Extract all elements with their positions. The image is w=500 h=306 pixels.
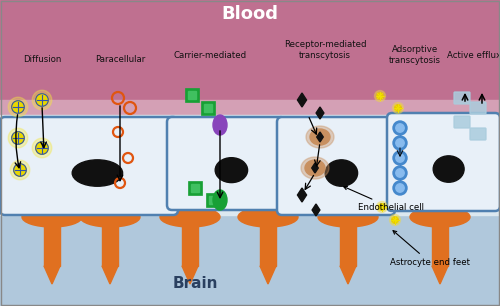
- Text: Paracellular: Paracellular: [95, 55, 145, 65]
- Polygon shape: [317, 132, 323, 142]
- Bar: [44, 221, 60, 266]
- Ellipse shape: [22, 207, 82, 227]
- Ellipse shape: [213, 115, 227, 135]
- Ellipse shape: [238, 207, 298, 227]
- FancyBboxPatch shape: [470, 102, 486, 114]
- FancyBboxPatch shape: [167, 117, 285, 210]
- Circle shape: [396, 169, 404, 177]
- Ellipse shape: [32, 138, 52, 158]
- Bar: [102, 221, 118, 266]
- FancyBboxPatch shape: [0, 117, 178, 215]
- FancyBboxPatch shape: [277, 117, 395, 215]
- Bar: [432, 221, 448, 266]
- Ellipse shape: [318, 207, 378, 227]
- Ellipse shape: [213, 190, 227, 210]
- Polygon shape: [312, 163, 318, 173]
- Circle shape: [393, 181, 407, 195]
- Bar: [0, 210, 500, 306]
- FancyBboxPatch shape: [470, 128, 486, 140]
- Text: Blood: Blood: [222, 5, 278, 23]
- Ellipse shape: [8, 97, 28, 117]
- Polygon shape: [44, 266, 60, 284]
- Polygon shape: [316, 107, 324, 119]
- Text: Endothelial cell: Endothelial cell: [344, 186, 424, 212]
- Ellipse shape: [72, 160, 122, 186]
- Ellipse shape: [392, 103, 404, 114]
- Bar: [0, 100, 500, 155]
- Ellipse shape: [310, 129, 330, 145]
- Text: Diffusion: Diffusion: [23, 55, 61, 65]
- Ellipse shape: [14, 164, 26, 176]
- Polygon shape: [340, 266, 356, 284]
- Bar: [201, 101, 215, 115]
- Ellipse shape: [379, 204, 385, 210]
- Polygon shape: [260, 266, 276, 284]
- Bar: [188, 91, 196, 99]
- Polygon shape: [182, 266, 198, 284]
- Circle shape: [396, 124, 404, 132]
- Bar: [260, 221, 276, 266]
- Bar: [0, 115, 500, 215]
- Ellipse shape: [36, 142, 49, 154]
- Polygon shape: [298, 93, 306, 107]
- Circle shape: [393, 166, 407, 180]
- Bar: [209, 196, 217, 204]
- Bar: [185, 88, 199, 102]
- Ellipse shape: [32, 90, 52, 110]
- Ellipse shape: [80, 207, 140, 227]
- Polygon shape: [312, 204, 320, 216]
- Circle shape: [393, 121, 407, 135]
- Ellipse shape: [374, 91, 386, 102]
- FancyBboxPatch shape: [454, 92, 470, 104]
- Ellipse shape: [12, 132, 24, 144]
- Ellipse shape: [301, 157, 329, 179]
- Ellipse shape: [215, 158, 248, 183]
- Ellipse shape: [433, 156, 464, 182]
- Polygon shape: [432, 266, 448, 284]
- Polygon shape: [298, 188, 306, 202]
- Bar: [206, 193, 220, 207]
- FancyBboxPatch shape: [387, 113, 500, 211]
- Text: Carrier-mediated: Carrier-mediated: [174, 50, 246, 59]
- Circle shape: [396, 139, 404, 147]
- Ellipse shape: [12, 101, 24, 113]
- Ellipse shape: [8, 128, 28, 148]
- Ellipse shape: [325, 160, 358, 186]
- Ellipse shape: [376, 201, 388, 212]
- Text: Astrocyte end feet: Astrocyte end feet: [390, 231, 470, 267]
- Ellipse shape: [10, 160, 30, 180]
- Bar: [204, 104, 212, 112]
- Bar: [188, 181, 202, 195]
- Ellipse shape: [392, 217, 398, 223]
- Bar: [340, 221, 356, 266]
- Ellipse shape: [36, 94, 49, 106]
- Circle shape: [393, 151, 407, 165]
- FancyBboxPatch shape: [454, 116, 470, 128]
- Text: Brain: Brain: [172, 275, 218, 290]
- Ellipse shape: [306, 126, 334, 148]
- Circle shape: [396, 154, 404, 162]
- Bar: [191, 184, 199, 192]
- Ellipse shape: [377, 93, 384, 99]
- Bar: [182, 221, 198, 266]
- Ellipse shape: [160, 207, 220, 227]
- Ellipse shape: [390, 215, 400, 226]
- Circle shape: [396, 184, 404, 192]
- Text: Adsorptive
transcytosis: Adsorptive transcytosis: [389, 45, 441, 65]
- Ellipse shape: [410, 207, 470, 227]
- Ellipse shape: [395, 105, 401, 111]
- Text: Receptor-mediated
transcytosis: Receptor-mediated transcytosis: [284, 40, 366, 60]
- Bar: [0, 0, 500, 100]
- Ellipse shape: [305, 160, 325, 176]
- Circle shape: [393, 136, 407, 150]
- Polygon shape: [102, 266, 118, 284]
- Text: Active efflux: Active efflux: [447, 50, 500, 59]
